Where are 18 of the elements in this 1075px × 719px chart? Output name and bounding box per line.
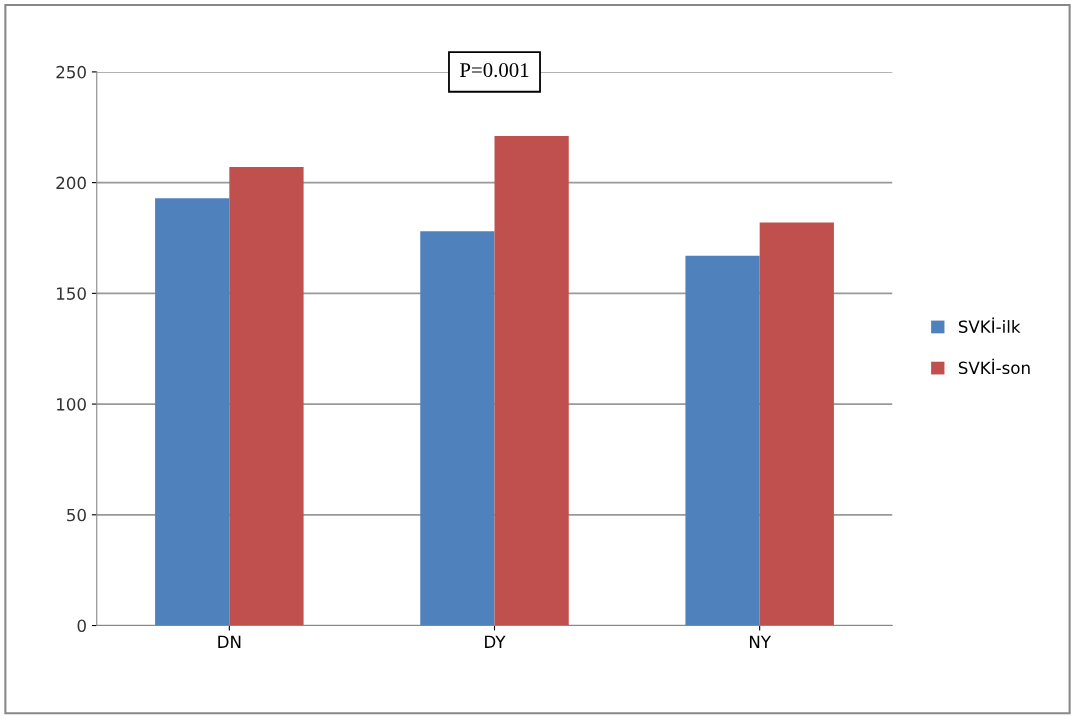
y-tick-label: 100 — [57, 398, 86, 411]
annotation: P=0.001 — [459, 63, 529, 78]
bar — [759, 222, 834, 626]
legend-label: SVKİ-ilk — [958, 317, 1021, 333]
y-tick-label: 50 — [67, 508, 86, 522]
y-tick-label: 200 — [56, 176, 86, 190]
y-tick-label: 150 — [57, 287, 86, 300]
x-tick-label: DN — [218, 635, 241, 648]
legend-label: SVKİ-son — [958, 358, 1030, 375]
bar — [685, 255, 760, 626]
x-tick-label: NY — [749, 635, 772, 648]
bar — [229, 167, 304, 626]
y-tick-label: 250 — [56, 65, 86, 79]
bar — [494, 136, 569, 626]
x-tick-label: DY — [485, 635, 506, 648]
bar — [155, 198, 230, 626]
y-tick-label: 0 — [77, 619, 86, 633]
bar — [420, 231, 495, 626]
